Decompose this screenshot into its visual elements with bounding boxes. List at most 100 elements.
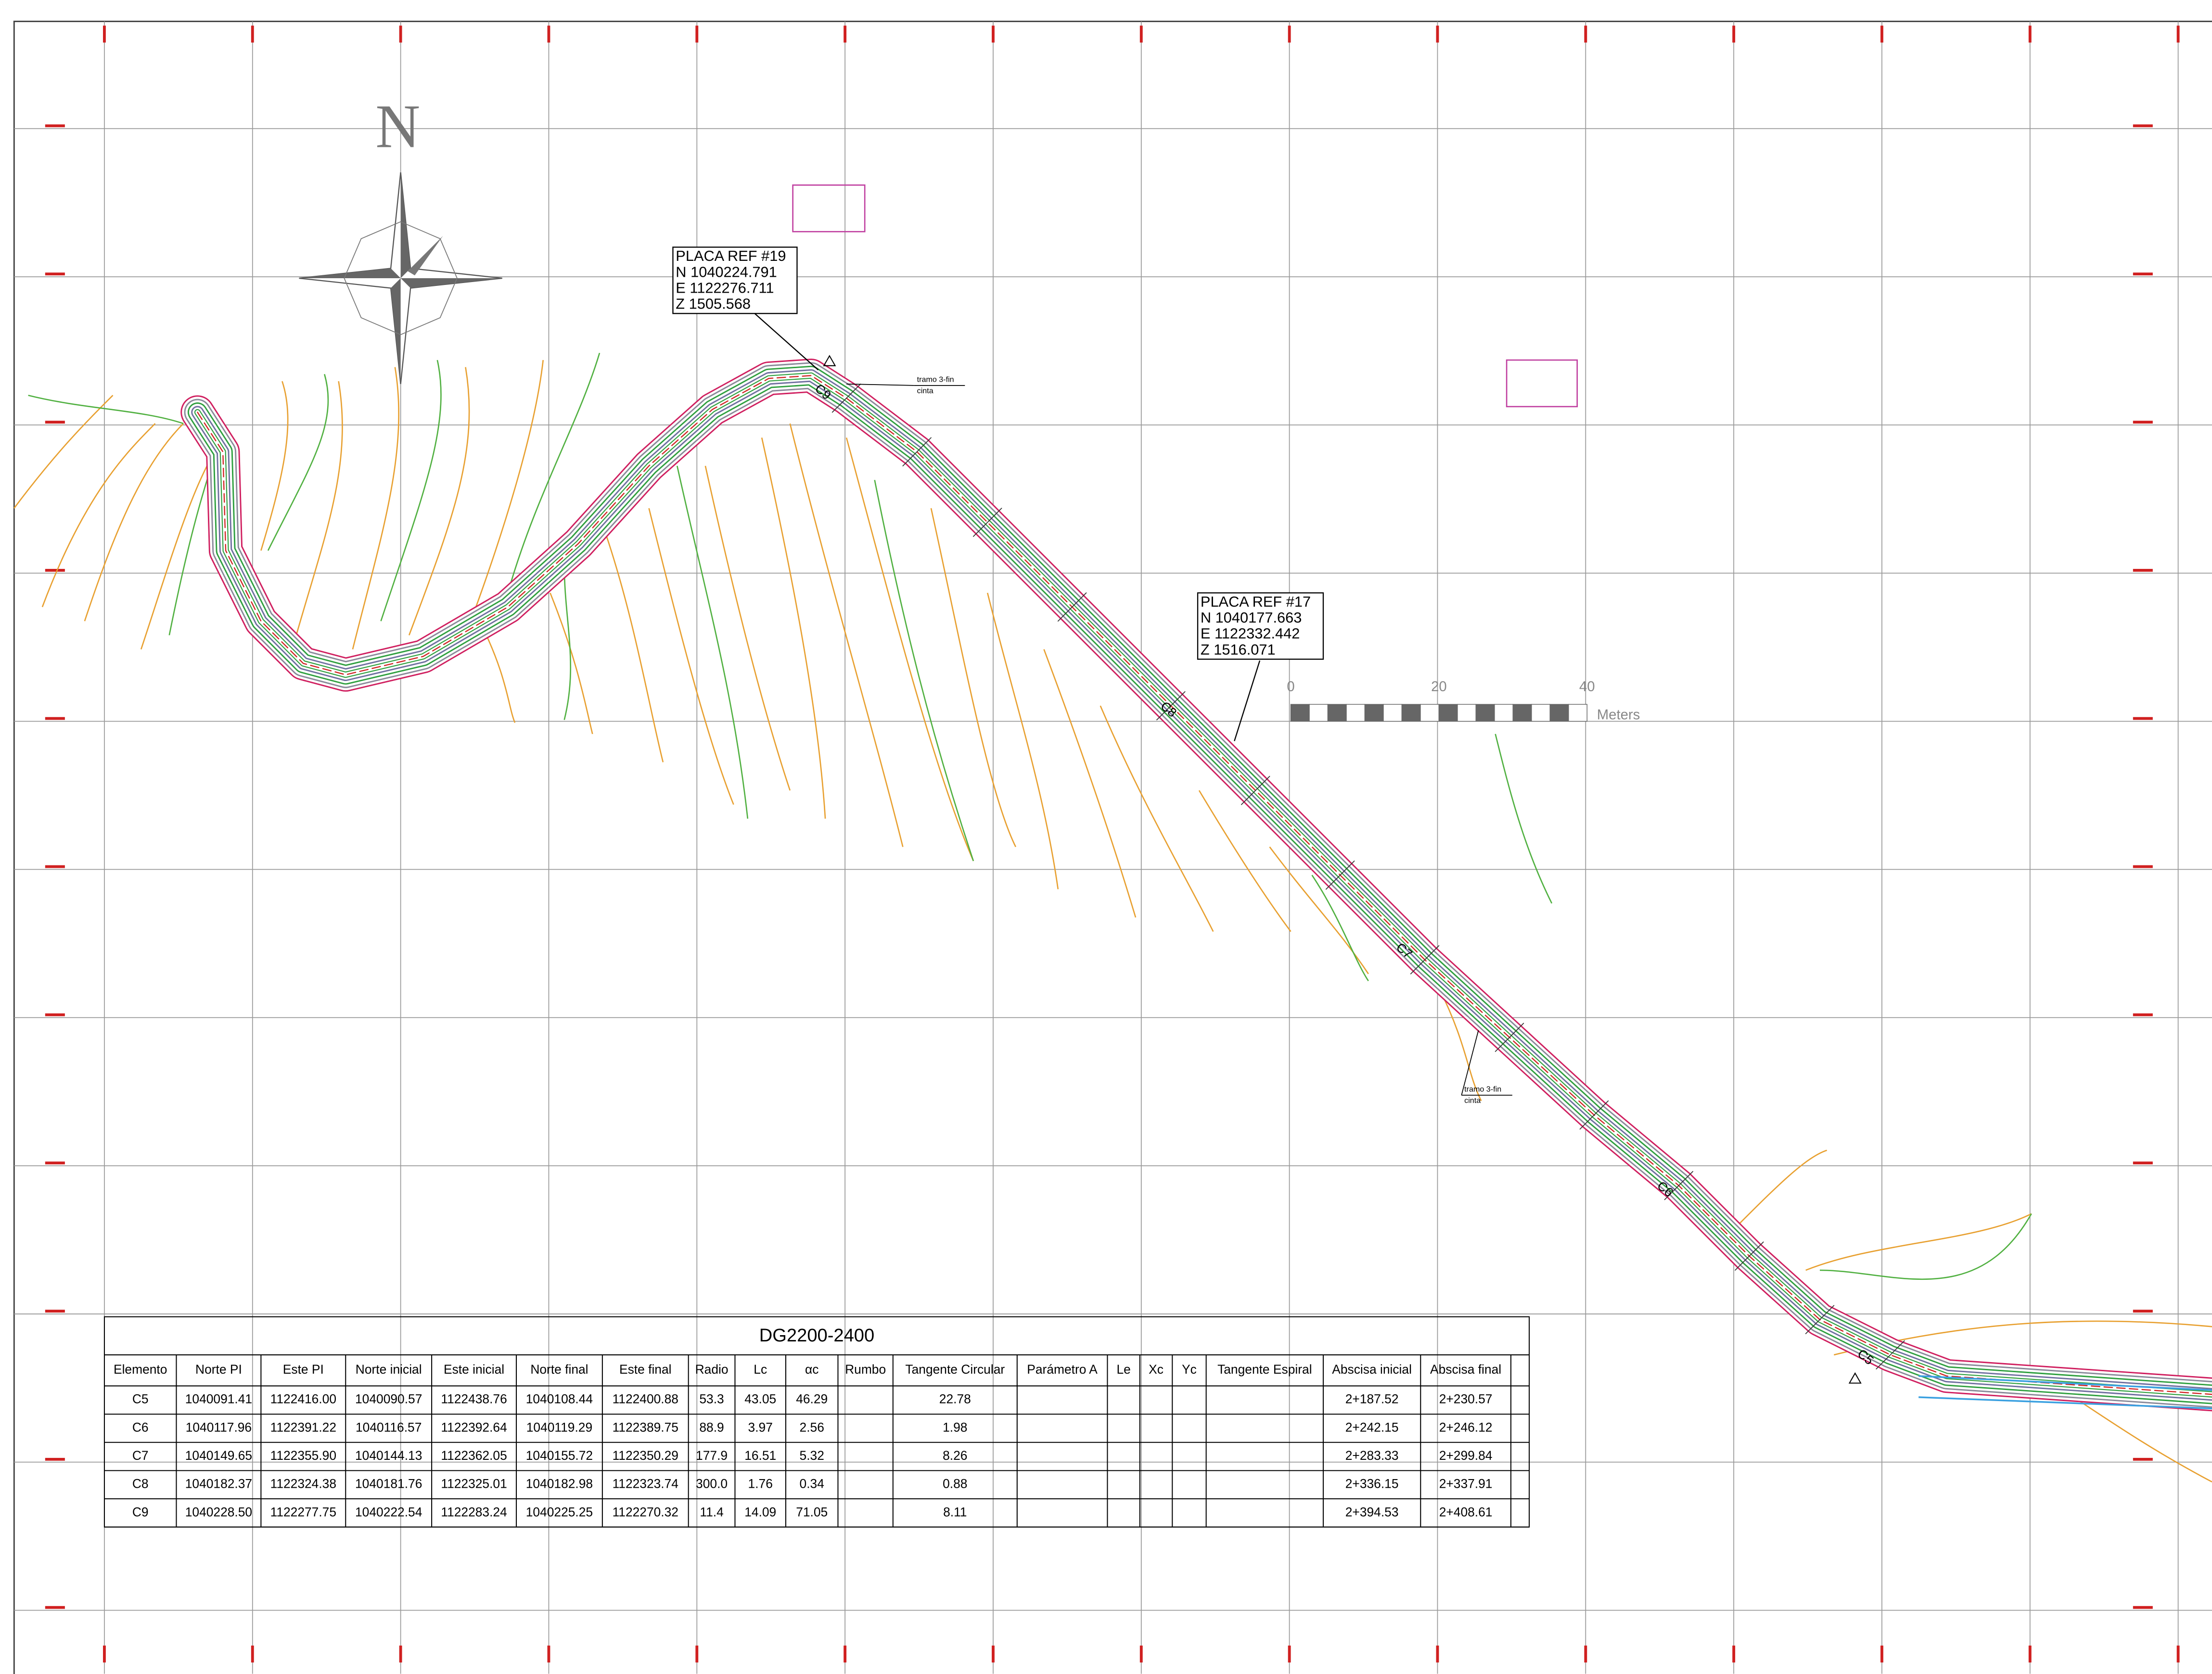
grid-tick (1139, 1645, 1143, 1663)
table-cell: 2.56 (800, 1420, 824, 1434)
grid-tick (1584, 26, 1587, 43)
callout-box (672, 246, 798, 314)
leader-line (846, 384, 914, 386)
grid-tick (1732, 26, 1736, 43)
table-header: Parámetro A (1027, 1362, 1098, 1377)
compass-shade (400, 278, 502, 288)
table-cell: 1040117.96 (186, 1420, 252, 1434)
scale-segment (1309, 704, 1329, 722)
grid-tick (45, 865, 65, 868)
table-cell: C7 (132, 1448, 149, 1463)
grid-tick (2133, 421, 2153, 424)
cross-section (1241, 776, 1270, 805)
edge-line (1918, 1375, 2212, 1410)
road-alignment (180, 359, 2212, 1412)
table-cell: 5.32 (800, 1448, 824, 1463)
grid-tick (45, 1013, 65, 1017)
cross-section (1410, 945, 1440, 975)
scale-segment (1438, 704, 1458, 722)
grid-tick (103, 26, 106, 43)
marker-box (792, 184, 866, 232)
table-cell: 1122392.64 (441, 1420, 507, 1434)
contour (1438, 988, 2212, 1356)
table-cell: 53.3 (699, 1392, 724, 1406)
cross-section (831, 384, 861, 413)
table-cell: 2+246.12 (1439, 1420, 1493, 1434)
table-cell: 2+230.57 (1439, 1392, 1493, 1406)
table-header: Este inicial (444, 1362, 504, 1377)
grid-tick (2133, 568, 2153, 572)
cross-section (1156, 691, 1186, 721)
table-header: Xc (1149, 1362, 1164, 1377)
grid-tick (399, 26, 402, 43)
table-cell: C8 (132, 1477, 149, 1491)
grid-tick (45, 272, 65, 276)
table-cell: 1040181.76 (355, 1477, 422, 1491)
contour (13, 395, 227, 650)
grid-tick (547, 26, 550, 43)
table-cell: 1040119.29 (526, 1420, 592, 1434)
table-cell: 2+283.33 (1345, 1448, 1399, 1463)
callout-line: N 1040224.791 (676, 263, 777, 280)
cross-section (1735, 1241, 1764, 1271)
table-header: Tangente Circular (905, 1362, 1005, 1377)
table-cell: 16.51 (744, 1448, 776, 1463)
grid-tick (1880, 1645, 1883, 1663)
callout-line: Z 1505.568 (676, 296, 751, 312)
table-cell: 2+336.15 (1345, 1477, 1399, 1491)
grid-tick (2133, 272, 2153, 276)
table-cell: 1040222.54 (355, 1505, 422, 1519)
grid-tick (547, 1645, 550, 1663)
table-cell: C9 (132, 1505, 149, 1519)
table-cell: 1.76 (748, 1477, 773, 1491)
cross-section (902, 437, 932, 466)
compass-shade (400, 172, 411, 279)
grid-tick (992, 26, 995, 43)
callout-line: E 1122276.711 (676, 279, 774, 296)
grid-tick (1584, 1645, 1587, 1663)
table-cell: 1122324.38 (270, 1477, 336, 1491)
compass-shade (391, 278, 401, 384)
table-cell: 177.9 (696, 1448, 728, 1463)
leader-line (754, 313, 819, 371)
table-cell: 1040149.65 (185, 1448, 252, 1463)
table-cell: 2+242.15 (1345, 1420, 1399, 1434)
note-text: cinta (1464, 1096, 1481, 1105)
table-header: Este PI (283, 1362, 324, 1377)
scale-segment (1494, 704, 1514, 722)
grid-tick (1288, 26, 1291, 43)
table-cell: C6 (132, 1420, 149, 1434)
scale-segment (1290, 704, 1310, 722)
note-text: cinta (917, 386, 933, 395)
grid-tick (45, 1161, 65, 1165)
table-cell: 43.05 (744, 1392, 776, 1406)
table-cell: 2+299.84 (1439, 1448, 1493, 1463)
compass-shade (408, 236, 443, 276)
table-cell: 1122362.05 (441, 1448, 507, 1463)
grid-tick (103, 1645, 106, 1663)
grid-tick (844, 26, 847, 43)
scale-segment (1327, 704, 1347, 722)
contour (479, 423, 1017, 862)
grid-tick (45, 1310, 65, 1313)
scale-segment (1383, 704, 1403, 722)
table-header: Norte inicial (356, 1362, 422, 1377)
scale-segment (1346, 704, 1366, 722)
table-cell: 1040182.98 (526, 1477, 593, 1491)
scale-segment (1364, 704, 1384, 722)
scale-tick-label: 20 (1431, 679, 1447, 695)
table-header: Lc (754, 1362, 767, 1377)
callout-line: Z 1516.071 (1201, 641, 1276, 658)
table-header: Elemento (114, 1362, 167, 1377)
callout-line: E 1122332.442 (1201, 625, 1300, 642)
table-header: Le (1116, 1362, 1130, 1377)
contour (563, 465, 974, 862)
compass-diagonal (344, 221, 458, 335)
scale-segment (1512, 704, 1532, 722)
grid-tick (251, 26, 254, 43)
north-arrow: N (299, 92, 502, 385)
table-cell: 22.78 (939, 1392, 971, 1406)
contour (28, 395, 213, 636)
grid-tick (1436, 1645, 1439, 1663)
grid-tick (695, 1645, 699, 1663)
